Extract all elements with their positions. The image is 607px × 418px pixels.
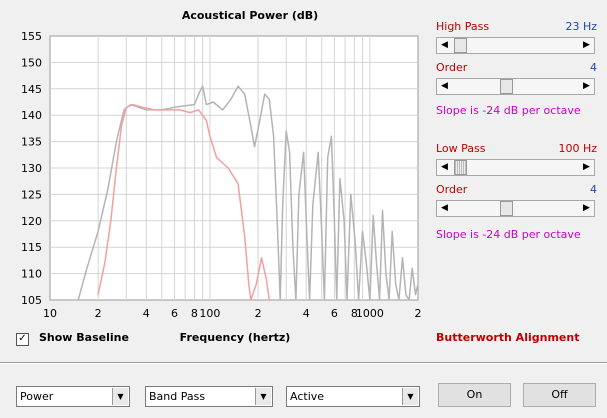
lp-order-value: 4 xyxy=(590,183,597,196)
hp-order-slider[interactable]: ◀ ▶ xyxy=(436,78,595,95)
arrow-right-icon[interactable]: ▶ xyxy=(583,203,590,213)
lp-order-label: Order xyxy=(436,183,468,196)
lp-slope-text: Slope is -24 dB per octave xyxy=(436,228,581,241)
high-pass-value: 23 Hz xyxy=(565,20,597,33)
series-line-2 xyxy=(97,103,271,301)
y-tick-label: 145 xyxy=(21,83,42,96)
x-tick-label: 100 xyxy=(199,307,220,320)
off-button[interactable]: Off xyxy=(523,383,596,407)
arrow-right-icon[interactable]: ▶ xyxy=(583,162,590,172)
x-tick-label: 1000 xyxy=(356,307,384,320)
x-tick-label: 2 xyxy=(255,307,262,320)
hp-slope-text: Slope is -24 dB per octave xyxy=(436,104,581,117)
x-axis-label: Frequency (hertz) xyxy=(179,331,291,344)
show-baseline-checkbox[interactable]: ✓ xyxy=(16,333,29,346)
mode-select[interactable]: Power ▼ xyxy=(16,386,130,407)
arrow-left-icon[interactable]: ◀ xyxy=(441,40,448,50)
type-select[interactable]: Active ▼ xyxy=(286,386,420,407)
high-pass-slider-thumb[interactable] xyxy=(454,38,467,53)
low-pass-slider[interactable]: ◀ ▶ xyxy=(436,159,595,176)
y-tick-label: 140 xyxy=(21,109,42,122)
arrow-right-icon[interactable]: ▶ xyxy=(583,81,590,91)
x-tick-label: 6 xyxy=(171,307,178,320)
low-pass-slider-thumb[interactable] xyxy=(454,160,467,175)
high-pass-slider[interactable]: ◀ ▶ xyxy=(436,37,595,54)
show-baseline-label[interactable]: Show Baseline xyxy=(39,331,129,344)
arrow-left-icon[interactable]: ◀ xyxy=(441,162,448,172)
y-tick-label: 130 xyxy=(21,162,42,175)
series-line-1 xyxy=(77,85,419,301)
chevron-down-icon[interactable]: ▼ xyxy=(255,388,271,405)
low-pass-value: 100 Hz xyxy=(558,142,597,155)
divider xyxy=(0,362,607,364)
y-tick-label: 115 xyxy=(21,241,42,254)
y-tick-label: 150 xyxy=(21,56,42,69)
x-tick-label: 2 xyxy=(95,307,102,320)
plot-frame: Acoustical Power (dB) 105 110 115 120 125 130… xyxy=(21,9,422,344)
x-tick-label: 8 xyxy=(191,307,198,320)
high-pass-label: High Pass xyxy=(436,20,490,33)
arrow-left-icon[interactable]: ◀ xyxy=(441,81,448,91)
x-tick-label: 10 xyxy=(43,307,57,320)
x-tick-label: 6 xyxy=(331,307,338,320)
on-button[interactable]: On xyxy=(438,383,511,407)
arrow-right-icon[interactable]: ▶ xyxy=(583,40,590,50)
chevron-down-icon[interactable]: ▼ xyxy=(402,388,418,405)
lp-order-slider-thumb[interactable] xyxy=(500,201,513,216)
x-tick-label: 2 xyxy=(415,307,422,320)
y-tick-label: 125 xyxy=(21,188,42,201)
arrow-left-icon[interactable]: ◀ xyxy=(441,203,448,213)
chart-title: Acoustical Power (dB) xyxy=(181,9,319,22)
hp-order-slider-thumb[interactable] xyxy=(500,79,513,94)
lp-order-slider[interactable]: ◀ ▶ xyxy=(436,200,595,217)
alignment-label: Butterworth Alignment xyxy=(436,331,580,344)
y-tick-label: 110 xyxy=(21,268,42,281)
y-tick-label: 135 xyxy=(21,136,42,149)
filter-select-value: Band Pass xyxy=(149,390,206,403)
x-tick-label: 4 xyxy=(143,307,150,320)
x-tick-label: 4 xyxy=(303,307,310,320)
hp-order-value: 4 xyxy=(590,61,597,74)
y-tick-label: 105 xyxy=(21,294,42,307)
y-tick-label: 120 xyxy=(21,215,42,228)
type-select-value: Active xyxy=(290,390,325,403)
check-mark-icon: ✓ xyxy=(18,333,27,344)
chevron-down-icon[interactable]: ▼ xyxy=(112,388,128,405)
mode-select-value: Power xyxy=(20,390,54,403)
y-tick-label: 155 xyxy=(21,30,42,43)
x-tick-label: 8 xyxy=(351,307,358,320)
low-pass-label: Low Pass xyxy=(436,142,486,155)
filter-select[interactable]: Band Pass ▼ xyxy=(145,386,273,407)
hp-order-label: Order xyxy=(436,61,468,74)
